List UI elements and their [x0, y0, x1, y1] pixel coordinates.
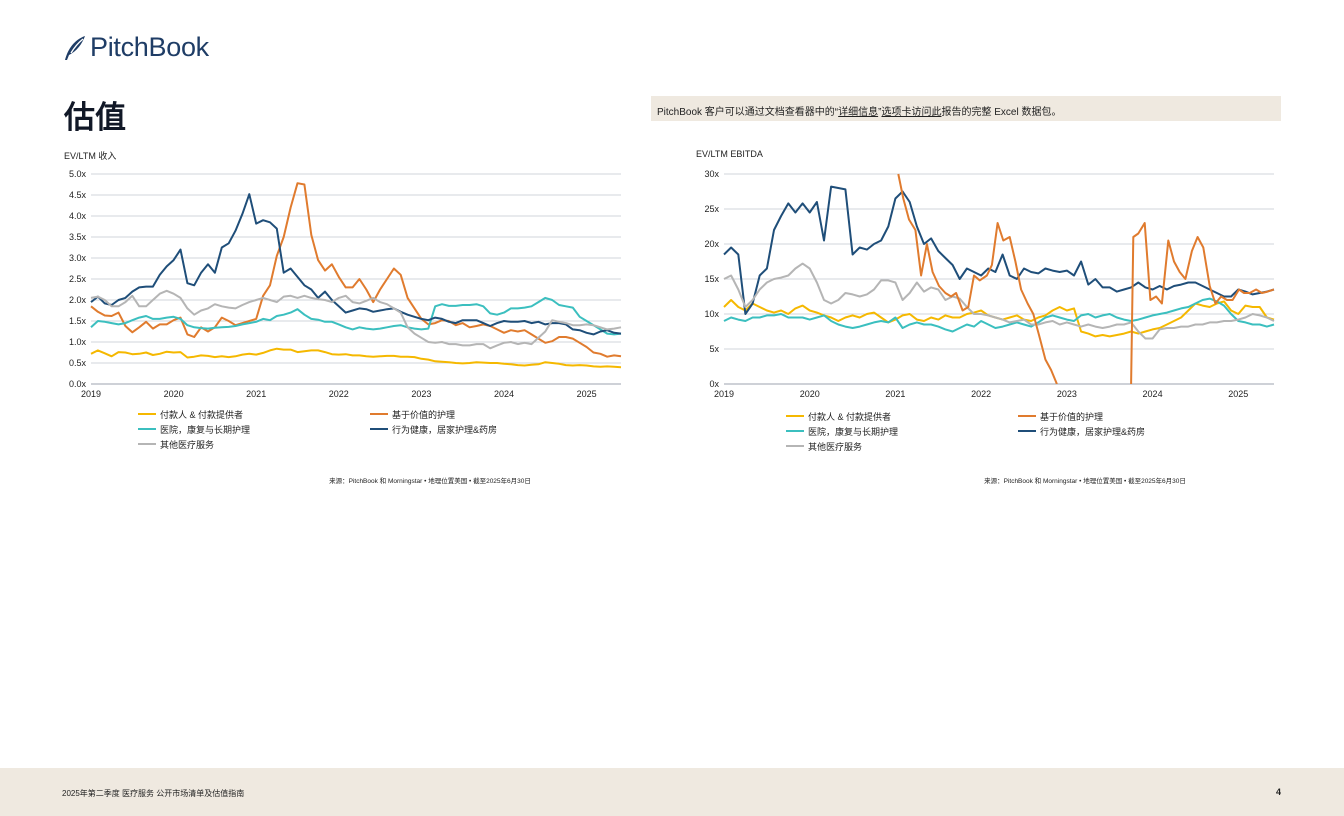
y-tick-label: 10x [704, 309, 719, 319]
chart-ebitda-legend: 付款人 & 付款提供者 基于价值的护理医院，康复与长期护理 行为健康，居家护理&药房… [786, 410, 1250, 452]
y-tick-label: 0.0x [69, 379, 87, 389]
legend-swatch [138, 428, 156, 430]
pitchbook-feather-icon [65, 35, 85, 60]
chart-ebitda-title: EV/LTM EBITDA [696, 149, 763, 159]
legend-label: 其他医疗服务 [160, 439, 215, 450]
notice-link-tab[interactable]: 选项卡访问此 [881, 107, 942, 118]
notice-link-details[interactable]: 详细信息 [838, 107, 879, 118]
legend-label: 付款人 & 付款提供者 [808, 411, 892, 422]
y-tick-label: 25x [704, 204, 719, 214]
notice-text-post: 报告的完整 Excel 数据包。 [941, 107, 1062, 118]
legend-item: 行为健康，居家护理&药房 [1018, 425, 1250, 437]
legend-swatch [786, 430, 804, 432]
legend-swatch [1018, 415, 1036, 417]
x-tick-label: 2019 [714, 389, 734, 399]
x-tick-label: 2023 [411, 389, 431, 399]
legend-item: 基于价值的护理 [1018, 410, 1250, 422]
x-tick-label: 2021 [246, 389, 266, 399]
series-line-segment [897, 173, 1058, 384]
x-tick-label: 2022 [971, 389, 991, 399]
legend-label: 行为健康，居家护理&药房 [1040, 426, 1146, 437]
legend-swatch [138, 443, 156, 445]
y-tick-label: 20x [704, 239, 719, 249]
series-line [90, 296, 622, 336]
legend-swatch [1018, 430, 1036, 432]
page-footer: 2025年第二季度 医疗服务 公开市场清单及估值指南 4 [0, 768, 1344, 816]
notice-text-mid: ” [878, 107, 882, 118]
series-line [90, 289, 622, 350]
legend-swatch [370, 413, 388, 415]
chart-revenue-source: 来源：PitchBook 和 Morningstar • 地理位置美国 • 截至… [329, 478, 531, 485]
legend-label: 其他医疗服务 [808, 441, 863, 452]
y-tick-label: 4.5x [69, 190, 87, 200]
legend-label: 付款人 & 付款提供者 [160, 409, 244, 420]
page-title: 估值 [64, 100, 126, 135]
x-tick-label: 2020 [800, 389, 820, 399]
x-tick-label: 2022 [329, 389, 349, 399]
legend-swatch [786, 445, 804, 447]
y-tick-label: 4.0x [69, 211, 87, 221]
series-line [723, 297, 1275, 333]
y-tick-label: 2.0x [69, 295, 87, 305]
y-tick-label: 1.0x [69, 337, 87, 347]
y-tick-label: 1.5x [69, 316, 87, 326]
x-tick-label: 2023 [1057, 389, 1077, 399]
legend-label: 行为健康，居家护理&药房 [392, 424, 498, 435]
logo-text: PitchBook [90, 32, 209, 62]
x-tick-label: 2025 [1228, 389, 1248, 399]
y-tick-label: 0x [709, 379, 719, 389]
x-tick-label: 2020 [164, 389, 184, 399]
chart-ev-ltm-revenue: 0.0x 0.5x 1.0x 1.5x 2.0x 2.5x 3.0x 3.5x 4.0x 4.5x… [69, 169, 622, 399]
y-tick-label: 3.0x [69, 253, 87, 263]
y-tick-label: 15x [704, 274, 719, 284]
x-tick-label: 2019 [81, 389, 101, 399]
legend-swatch [138, 413, 156, 415]
y-tick-label: 0.5x [69, 358, 87, 368]
series-line [90, 347, 622, 369]
series-line-segment [1130, 222, 1274, 384]
chart-ev-ltm-ebitda: 0x 5x 10x 15x 20x 25x 30x 2019 2020 2021 2022 2023 2… [704, 169, 1275, 399]
legend-item: 付款人 & 付款提供者 [786, 410, 1018, 422]
chart-revenue-legend: 付款人 & 付款提供者 基于价值的护理医院，康复与长期护理 行为健康，居家护理&药房… [138, 408, 602, 450]
series-line [723, 185, 1275, 315]
legend-item: 付款人 & 付款提供者 [138, 408, 370, 420]
chart-ebitda-source: 来源：PitchBook 和 Morningstar • 地理位置美国 • 截至… [984, 478, 1186, 485]
legend-swatch [370, 428, 388, 430]
pitchbook-logo: PitchBook [62, 32, 209, 63]
legend-item: 其他医疗服务 [786, 440, 1018, 452]
legend-item: 医院，康复与长期护理 [138, 423, 370, 435]
series-line [90, 193, 622, 336]
legend-item: 行为健康，居家护理&药房 [370, 423, 602, 435]
notice-text-pre: PitchBook 客户可以通过文档查看器中的“ [657, 107, 839, 118]
y-tick-label: 2.5x [69, 274, 87, 284]
series-line [723, 262, 1275, 340]
chart-revenue-title: EV/LTM 收入 [64, 151, 117, 161]
legend-label: 医院，康复与长期护理 [160, 424, 251, 435]
legend-item: 医院，康复与长期护理 [786, 425, 1018, 437]
legend-label: 医院，康复与长期护理 [808, 426, 899, 437]
y-tick-label: 30x [704, 169, 719, 179]
legend-label: 基于价值的护理 [1040, 411, 1104, 422]
x-tick-label: 2024 [494, 389, 514, 399]
x-tick-label: 2021 [885, 389, 905, 399]
x-tick-label: 2024 [1143, 389, 1163, 399]
footer-report-title: 2025年第二季度 医疗服务 公开市场清单及估值指南 [62, 789, 245, 798]
series-line [90, 182, 622, 358]
footer-page-number: 4 [1275, 787, 1281, 797]
x-tick-label: 2025 [577, 389, 597, 399]
y-tick-label: 5.0x [69, 169, 87, 179]
legend-item: 基于价值的护理 [370, 408, 602, 420]
legend-item: 其他医疗服务 [138, 438, 370, 450]
excel-notice-banner: PitchBook 客户可以通过文档查看器中的“详细信息”选项卡访问此报告的完整… [651, 96, 1281, 121]
y-tick-label: 3.5x [69, 232, 87, 242]
y-tick-label: 5x [709, 344, 719, 354]
legend-label: 基于价值的护理 [392, 409, 456, 420]
legend-swatch [786, 415, 804, 417]
